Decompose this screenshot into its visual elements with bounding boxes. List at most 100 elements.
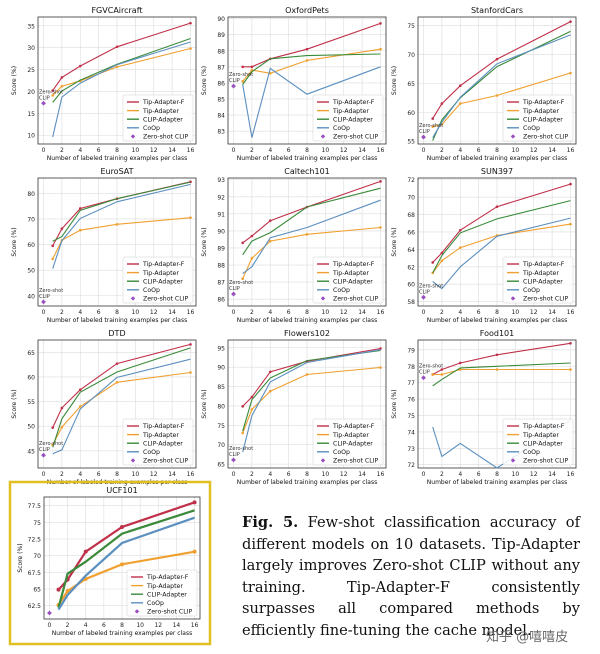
data-point bbox=[250, 408, 254, 411]
y-tick-label: 79 bbox=[407, 347, 415, 354]
y-tick-label: 93 bbox=[217, 177, 225, 184]
x-tick-label: 6 bbox=[477, 147, 481, 154]
data-point bbox=[268, 219, 272, 222]
x-tick-label: 14 bbox=[173, 622, 181, 629]
legend-box bbox=[312, 418, 384, 466]
x-tick-label: 2 bbox=[60, 471, 64, 478]
zero-shot-point bbox=[421, 134, 426, 140]
data-point bbox=[305, 47, 309, 51]
legend-swatch bbox=[320, 296, 326, 301]
data-point bbox=[51, 244, 54, 248]
x-tick-label: 8 bbox=[495, 471, 499, 478]
x-tick-label: 10 bbox=[136, 622, 144, 629]
x-tick-label: 12 bbox=[154, 622, 162, 629]
series-line-tip-adapter bbox=[52, 217, 191, 260]
plot-frame bbox=[227, 16, 387, 145]
data-point bbox=[440, 373, 444, 376]
highlight-frame bbox=[8, 480, 212, 646]
x-tick-label: 4 bbox=[268, 147, 272, 154]
legend-box bbox=[502, 418, 574, 466]
x-axis-label: Number of labeled training examples per … bbox=[47, 155, 187, 162]
x-tick-label: 16 bbox=[567, 309, 575, 316]
y-axis-label: Score (%) bbox=[201, 66, 208, 95]
series-line-coop bbox=[52, 183, 191, 269]
legend-label: CoOp bbox=[143, 287, 160, 294]
y-tick-label: 75 bbox=[407, 23, 415, 30]
plot-frame bbox=[417, 177, 577, 307]
legend-label: Tip-Adapter-F bbox=[332, 423, 375, 430]
legend-label: Tip-Adapter-F bbox=[332, 99, 375, 106]
zero-shot-label: Zero-shot bbox=[419, 283, 443, 289]
chart-title: OxfordPets bbox=[285, 6, 329, 15]
zero-shot-label: CLIP bbox=[229, 452, 240, 458]
chart-eurosat: 40 50 60 70 80 0 2 4 6 8 10 12 14 16 EuroSAT Number of … bbox=[11, 167, 197, 324]
chart-ucf101: 62.5 65 67.5 70 72.5 75 77.5 0 2 4 6 8 10 12 14 16 UCF10… bbox=[8, 480, 212, 646]
data-point bbox=[78, 228, 82, 232]
plot-frame bbox=[417, 16, 577, 145]
y-tick-label: 45 bbox=[27, 448, 35, 455]
series-line-clip-adapter bbox=[52, 347, 191, 448]
chart-title: FGVCAircraft bbox=[91, 6, 142, 15]
x-tick-label: 10 bbox=[512, 471, 520, 478]
data-point bbox=[60, 227, 64, 230]
x-tick-label: 6 bbox=[97, 471, 101, 478]
x-tick-label: 16 bbox=[187, 147, 195, 154]
zero-shot-label: Zero-shot bbox=[229, 280, 253, 286]
chart-title: Flowers102 bbox=[284, 329, 330, 338]
data-point bbox=[241, 405, 244, 408]
data-point bbox=[51, 94, 54, 97]
data-point bbox=[379, 347, 382, 350]
legend-label: Tip-Adapter-F bbox=[142, 261, 185, 268]
y-tick-label: 75 bbox=[407, 413, 415, 420]
zero-shot-label: CLIP bbox=[419, 370, 430, 376]
data-point bbox=[189, 21, 192, 25]
data-point bbox=[431, 373, 434, 376]
series-line-clip-adapter bbox=[432, 200, 571, 274]
chart-fgvcaircraft: 10 15 20 25 30 35 0 2 4 6 8 10 12 14 16 FGVCAircraft Num… bbox=[11, 6, 197, 162]
data-point bbox=[250, 234, 254, 238]
x-tick-label: 6 bbox=[287, 471, 291, 478]
x-tick-label: 2 bbox=[60, 147, 64, 154]
x-tick-label: 16 bbox=[377, 147, 385, 154]
data-point bbox=[458, 102, 462, 105]
x-tick-label: 6 bbox=[477, 309, 481, 316]
y-axis-label: Score (%) bbox=[11, 389, 18, 418]
data-point bbox=[495, 94, 499, 97]
y-tick-label: 73 bbox=[407, 446, 415, 453]
x-axis-label: Number of labeled training examples per … bbox=[427, 317, 567, 324]
x-tick-label: 2 bbox=[440, 309, 444, 316]
x-tick-label: 2 bbox=[250, 147, 254, 154]
x-tick-label: 12 bbox=[530, 147, 538, 154]
zero-shot-point bbox=[41, 299, 46, 305]
data-point bbox=[250, 65, 254, 69]
data-point bbox=[120, 562, 124, 567]
x-tick-label: 14 bbox=[358, 471, 366, 478]
x-tick-label: 14 bbox=[358, 309, 366, 316]
data-point bbox=[78, 64, 82, 68]
data-point bbox=[60, 84, 64, 88]
legend-label: CoOp bbox=[333, 287, 350, 294]
x-tick-label: 12 bbox=[150, 147, 158, 154]
y-tick-label: 78 bbox=[407, 364, 415, 371]
data-point bbox=[83, 549, 88, 554]
y-tick-label: 67.5 bbox=[28, 570, 42, 577]
series-line-tip-adapter-f bbox=[242, 22, 381, 68]
data-point bbox=[569, 222, 572, 226]
y-tick-label: 55 bbox=[27, 399, 35, 406]
y-tick-label: 60 bbox=[407, 110, 415, 117]
x-tick-label: 4 bbox=[458, 309, 462, 316]
y-axis-label: Score (%) bbox=[11, 227, 18, 256]
data-point bbox=[440, 251, 444, 255]
y-tick-label: 77 bbox=[407, 380, 415, 387]
x-tick-label: 14 bbox=[548, 147, 556, 154]
data-point bbox=[569, 20, 572, 23]
zero-shot-label: Zero-shot bbox=[229, 446, 253, 452]
x-tick-label: 0 bbox=[422, 147, 426, 154]
x-tick-label: 14 bbox=[168, 147, 176, 154]
y-tick-label: 64 bbox=[407, 247, 415, 254]
y-tick-label: 72 bbox=[407, 177, 415, 184]
data-point bbox=[379, 366, 382, 369]
